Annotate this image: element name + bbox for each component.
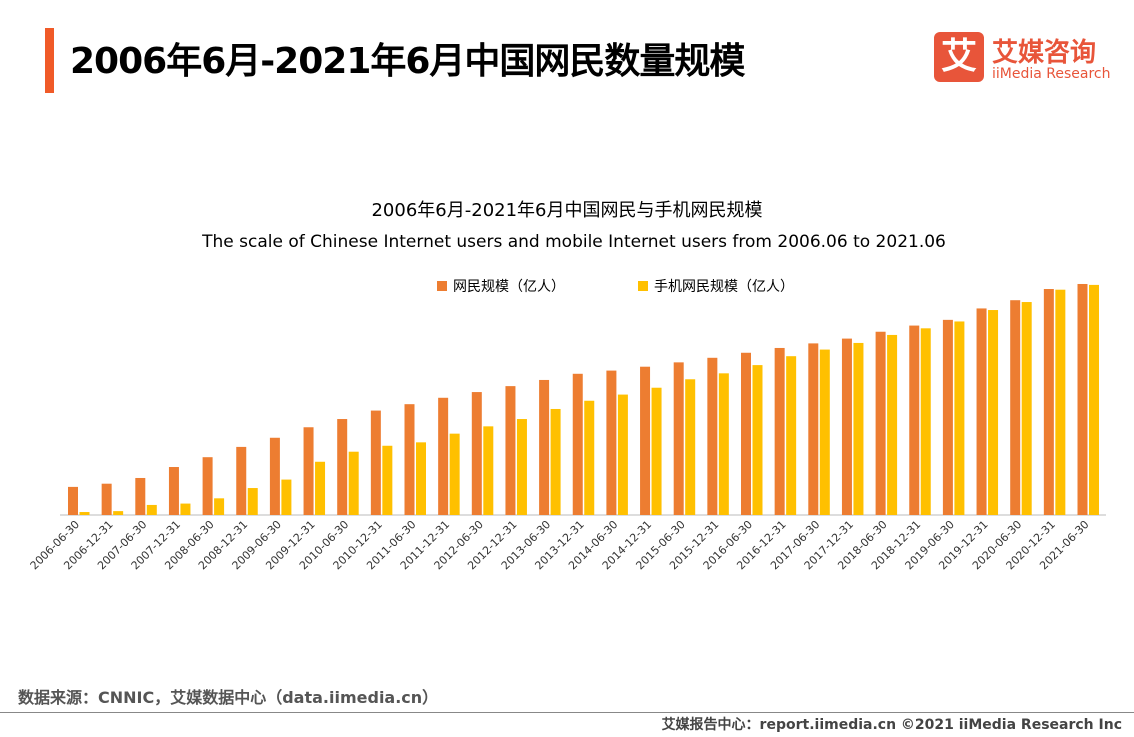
bar-internet-2013-12-31 — [572, 373, 583, 515]
bar-internet-2012-06-30 — [471, 392, 482, 515]
page-title: 2006年6月-2021年6月中国网民数量规模 — [70, 41, 745, 82]
bar-mobile-2006-12-31 — [113, 511, 124, 515]
bar-mobile-2007-12-31 — [180, 503, 191, 515]
bar-mobile-2020-12-31 — [1055, 289, 1066, 515]
bar-mobile-2016-12-31 — [786, 356, 797, 515]
bar-internet-2014-12-31 — [640, 366, 651, 515]
bar-mobile-2019-12-31 — [988, 310, 999, 515]
bar-mobile-2006-06-30 — [79, 512, 90, 515]
bar-mobile-2019-06-30 — [954, 321, 965, 515]
legend-swatch — [638, 281, 648, 291]
bar-internet-2021-06-30 — [1077, 283, 1088, 515]
chart-subtitle: The scale of Chinese Internet users and … — [202, 232, 946, 252]
bar-internet-2018-12-31 — [909, 325, 920, 515]
bar-internet-2016-12-31 — [774, 347, 785, 515]
bar-mobile-2012-12-31 — [516, 419, 527, 515]
bar-internet-2010-06-30 — [337, 419, 348, 515]
bar-mobile-2009-06-30 — [281, 479, 292, 515]
legend-label: 手机网民规模（亿人） — [654, 279, 794, 295]
bar-mobile-2011-06-30 — [416, 442, 426, 515]
bar-internet-2018-06-30 — [875, 331, 886, 515]
bar-internet-2009-06-30 — [269, 437, 280, 515]
bar-mobile-2017-06-30 — [819, 349, 830, 515]
bar-internet-2017-12-31 — [841, 338, 852, 515]
logo-en: iiMedia Research — [992, 66, 1111, 82]
bar-internet-2011-12-31 — [438, 397, 449, 515]
legend-label: 网民规模（亿人） — [453, 279, 565, 295]
title-accent-bar — [45, 28, 54, 93]
bar-internet-2020-12-31 — [1043, 289, 1054, 515]
bar-internet-2015-06-30 — [673, 362, 684, 515]
bar-mobile-2015-12-31 — [718, 373, 729, 515]
bar-mobile-2010-06-30 — [348, 451, 359, 515]
bar-mobile-2018-06-30 — [887, 334, 898, 515]
bar-internet-2016-06-30 — [741, 352, 751, 515]
bar-mobile-2008-12-31 — [247, 488, 258, 515]
chart-title: 2006年6月-2021年6月中国网民与手机网民规模 — [371, 200, 763, 221]
bar-mobile-2014-06-30 — [617, 394, 628, 515]
bar-mobile-2018-12-31 — [920, 328, 931, 515]
legend-swatch — [437, 281, 447, 291]
bar-internet-2020-06-30 — [1010, 300, 1021, 515]
bar-mobile-2010-12-31 — [382, 445, 393, 515]
bar-mobile-2007-06-30 — [146, 504, 157, 515]
bar-mobile-2008-06-30 — [214, 498, 225, 515]
footer-divider — [0, 712, 1134, 713]
bar-internet-2019-12-31 — [976, 308, 987, 515]
bar-internet-2013-06-30 — [539, 379, 550, 515]
bar-internet-2008-12-31 — [236, 446, 247, 515]
legend-item-mobile: 手机网民规模（亿人） — [638, 276, 794, 296]
footer-copyright: 艾媒报告中心：report.iimedia.cn ©2021 iiMedia R… — [661, 717, 1122, 733]
bar-internet-2011-06-30 — [404, 404, 415, 515]
bar-internet-2019-06-30 — [942, 319, 953, 515]
bar-internet-2007-06-30 — [135, 477, 146, 515]
bar-internet-2015-12-31 — [707, 357, 718, 515]
bar-internet-2007-12-31 — [168, 467, 179, 515]
bar-mobile-2020-06-30 — [1021, 302, 1032, 515]
bar-mobile-2011-12-31 — [449, 433, 460, 515]
bar-internet-2010-12-31 — [370, 410, 381, 515]
logo-icon: 艾 — [934, 32, 984, 82]
bar-internet-2014-06-30 — [606, 370, 617, 515]
bar-mobile-2021-06-30 — [1089, 284, 1099, 515]
bar-mobile-2016-06-30 — [752, 365, 763, 515]
bar-mobile-2013-06-30 — [550, 408, 561, 515]
bar-internet-2017-06-30 — [808, 343, 819, 515]
bar-internet-2006-06-30 — [68, 486, 78, 515]
legend-item-internet: 网民规模（亿人） — [437, 276, 565, 296]
logo: 艾 艾媒咨询 iiMedia Research — [934, 32, 1114, 87]
bar-mobile-2013-12-31 — [584, 400, 595, 515]
data-source: 数据来源：CNNIC，艾媒数据中心（data.iimedia.cn） — [18, 688, 439, 707]
bar-mobile-2015-06-30 — [685, 379, 696, 515]
bar-mobile-2014-12-31 — [651, 387, 662, 515]
bar-internet-2009-12-31 — [303, 427, 314, 515]
logo-cn: 艾媒咨询 — [992, 38, 1097, 68]
bar-mobile-2017-12-31 — [853, 342, 864, 515]
bar-mobile-2012-06-30 — [483, 426, 494, 515]
bar-mobile-2009-12-31 — [315, 461, 326, 515]
bar-internet-2006-12-31 — [101, 483, 112, 515]
bar-chart: 2006-06-302006-12-312007-06-302007-12-31… — [28, 283, 1106, 572]
bar-internet-2008-06-30 — [202, 457, 213, 515]
bar-internet-2012-12-31 — [505, 386, 516, 515]
